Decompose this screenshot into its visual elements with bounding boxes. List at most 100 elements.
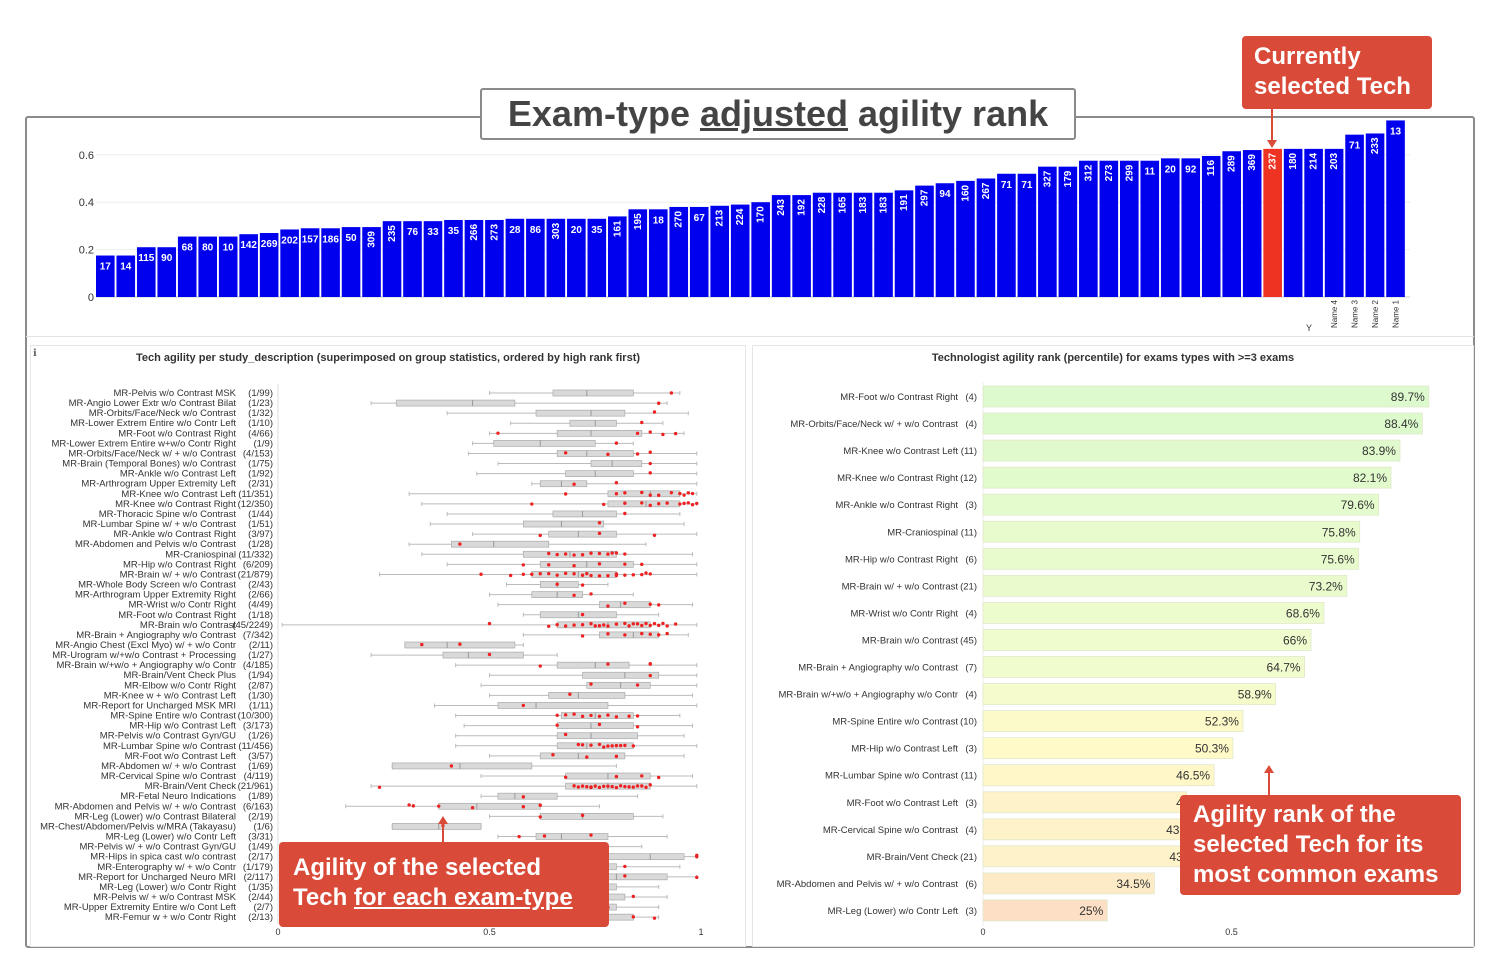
bar-label: 71 (1021, 180, 1033, 191)
data-point (563, 492, 568, 496)
rank-bar-label: 88.4% (1384, 417, 1418, 431)
data-point (648, 661, 652, 666)
data-point (635, 714, 640, 718)
exam-callout-text: Agility of the selected Tech (293, 854, 542, 911)
category-label: MR-Craniospinal (165, 549, 236, 560)
data-point (606, 552, 610, 556)
category-label: MR-Brain + Angiography w/o Contrast (798, 663, 958, 674)
data-point (640, 420, 644, 425)
data-point (657, 603, 661, 607)
data-point (623, 864, 627, 869)
category-label: MR-Brain w/o Contrast (140, 620, 236, 631)
data-point (602, 623, 606, 627)
bar (894, 190, 914, 297)
bar-label: 297 (920, 189, 931, 206)
data-point (657, 493, 661, 497)
box (590, 460, 643, 467)
rank-bar-label: 34.5% (1116, 877, 1150, 891)
bar-label: 94 (939, 189, 951, 200)
category-label: MR-Orbits/Face/Neck w/ + w/o Contrast (790, 419, 958, 430)
bar (1140, 160, 1160, 297)
data-point (686, 491, 691, 495)
data-point (470, 806, 475, 810)
bar-label: 191 (899, 194, 910, 211)
bar-label: 71 (1001, 180, 1013, 191)
data-point (572, 572, 576, 576)
title-text-pre: Exam-type (507, 93, 690, 134)
box (548, 692, 626, 699)
data-point (623, 743, 627, 748)
category-label: MR-Brain/Vent Check (867, 852, 959, 863)
category-count: (1/49) (248, 842, 273, 853)
bar (300, 228, 320, 297)
data-point (597, 521, 602, 525)
data-point (458, 642, 462, 646)
data-point (563, 552, 568, 556)
box (442, 651, 524, 659)
data-point (614, 551, 619, 555)
category-count: (4/185) (243, 660, 273, 671)
data-point (411, 804, 416, 808)
bar-label: 20 (571, 225, 583, 236)
rank-bar (982, 412, 1423, 435)
data-point (521, 703, 526, 708)
data-point (690, 491, 695, 496)
data-point (648, 461, 652, 466)
data-point (597, 574, 602, 578)
bar-label: 71 (1349, 141, 1361, 152)
rank-bar-label: 73.2% (1309, 579, 1343, 593)
data-point (530, 572, 534, 576)
category-count: (1/27) (248, 650, 273, 661)
category-label: MR-Orbits/Face/Neck w/ + w/o Contrast (68, 448, 236, 459)
data-point (635, 431, 640, 436)
data-point (644, 571, 648, 575)
category-count: (6) (965, 879, 977, 890)
category-count: (11) (961, 771, 977, 782)
data-point (496, 431, 500, 435)
category-label: MR-Knee w/o Contrast Left (843, 446, 958, 457)
bar (239, 234, 258, 297)
bar (567, 218, 586, 297)
category-label: MR-Abdomen w/ + w/o Contrast (101, 761, 236, 772)
box (438, 802, 541, 810)
rank-bar (982, 872, 1155, 895)
bar (608, 216, 627, 297)
data-point (572, 784, 576, 788)
data-point (623, 874, 627, 878)
bar (1263, 148, 1282, 297)
bar (423, 221, 443, 297)
bar (157, 247, 177, 297)
bar (812, 192, 832, 297)
category-label: MR-Upper Extremity Entire w/o Cont Left (64, 902, 236, 913)
bar-label: 142 (240, 240, 257, 251)
category-label: MR-Pelvis w/o Contrast MSK (114, 388, 237, 399)
bar (485, 219, 504, 297)
bar-label: 213 (715, 209, 726, 226)
data-point (572, 593, 576, 598)
category-count: (21) (960, 581, 977, 592)
box (522, 520, 605, 528)
category-label: MR-Brain (Temporal Bones) w/o Contrast (62, 459, 236, 470)
category-count: (12/350) (238, 499, 273, 510)
data-point (648, 471, 652, 475)
data-point (521, 572, 526, 576)
category-label: MR-Fetal Neuro Indications (120, 791, 236, 802)
data-point (648, 602, 652, 606)
exam-callout-underlined: for each exam-type (353, 884, 573, 911)
box (556, 722, 634, 729)
category-count: (1/92) (248, 469, 273, 480)
category-count: (1/75) (248, 459, 273, 470)
data-point (644, 621, 648, 626)
bar (218, 236, 238, 297)
category-count: (1/179) (243, 862, 273, 873)
data-point (669, 391, 674, 395)
info-icon[interactable]: ℹ (33, 348, 37, 359)
bar (730, 204, 750, 297)
data-point (580, 583, 585, 587)
category-count: (4) (965, 392, 977, 403)
data-point (479, 572, 483, 576)
category-label: MR-Spine Entire w/o Contrast (832, 717, 958, 728)
data-point (610, 551, 614, 555)
bar (546, 218, 566, 297)
bar-label: 17 (100, 262, 112, 273)
